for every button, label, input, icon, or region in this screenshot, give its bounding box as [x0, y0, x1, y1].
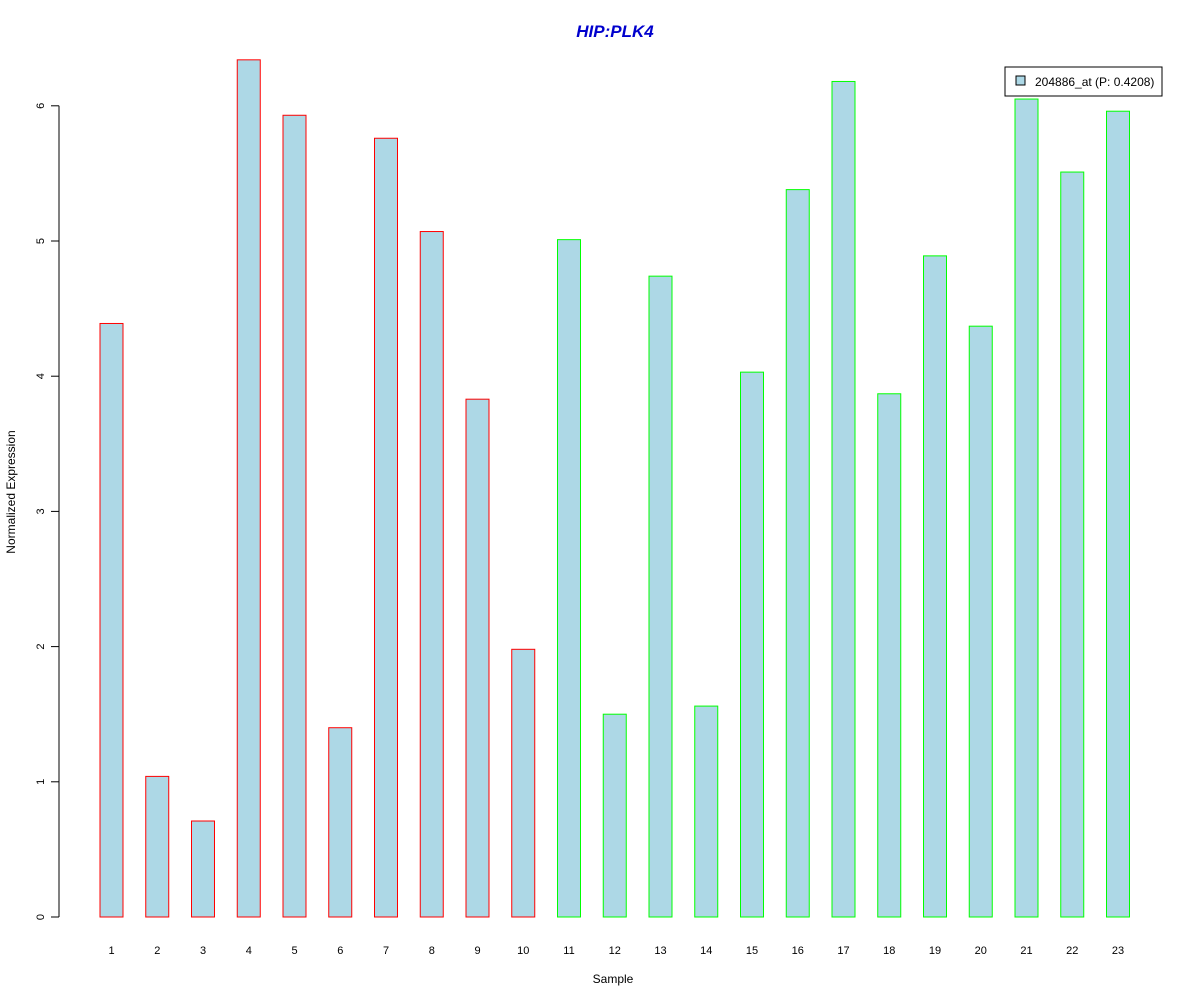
x-tick-label: 21 — [1020, 945, 1032, 957]
bar — [511, 648, 536, 918]
bar — [785, 189, 810, 918]
x-tick-label: 22 — [1066, 945, 1078, 957]
y-tick-label: 0 — [35, 914, 47, 920]
y-tick-label: 2 — [35, 644, 47, 650]
x-tick-label: 2 — [154, 945, 160, 957]
x-tick-label: 20 — [975, 945, 987, 957]
x-tick-label: 11 — [563, 945, 574, 957]
bar — [99, 322, 124, 918]
bar — [968, 325, 993, 918]
x-tick-label: 6 — [337, 945, 343, 957]
x-tick-label: 13 — [654, 945, 666, 957]
x-tick-label: 18 — [883, 945, 895, 957]
x-tick-label: 23 — [1112, 945, 1124, 957]
x-tick-label: 3 — [200, 945, 206, 957]
x-tick-label: 7 — [383, 945, 389, 957]
x-tick-label: 14 — [700, 945, 712, 957]
x-tick-label: 17 — [837, 945, 849, 957]
y-tick-label: 6 — [35, 103, 47, 109]
bar — [1106, 110, 1130, 918]
bar — [923, 255, 947, 918]
bar — [694, 705, 719, 918]
y-tick-label: 4 — [35, 373, 47, 379]
x-tick-label: 12 — [609, 945, 621, 957]
x-tick-label: 1 — [108, 945, 114, 957]
bar — [191, 820, 215, 918]
legend-box — [1004, 66, 1163, 97]
x-tick-label: 9 — [474, 945, 480, 957]
bar — [602, 713, 627, 918]
legend: 204886_at (P: 0.4208) — [1004, 66, 1163, 97]
bar — [374, 137, 398, 918]
bar — [1060, 171, 1085, 918]
chart-title: HIP:PLK4 — [576, 22, 654, 41]
y-tick-label: 1 — [35, 779, 47, 785]
bar — [557, 239, 581, 918]
y-tick-label: 5 — [35, 238, 47, 244]
x-tick-label: 19 — [929, 945, 941, 957]
bar — [831, 80, 856, 918]
x-tick-label: 5 — [291, 945, 297, 957]
x-tick-label: 16 — [792, 945, 804, 957]
bar — [282, 114, 307, 918]
bar — [648, 275, 673, 918]
bar — [465, 398, 490, 918]
bar — [236, 59, 261, 918]
legend-swatch — [1015, 75, 1026, 86]
x-axis-title: Sample — [593, 972, 634, 986]
x-tick-label: 8 — [429, 945, 435, 957]
y-axis-title: Normalized Expression — [4, 430, 18, 553]
bars — [99, 59, 1130, 918]
bar — [145, 775, 170, 918]
bar — [1014, 98, 1039, 918]
bar — [328, 727, 353, 918]
legend-label: 204886_at (P: 0.4208) — [1035, 75, 1154, 89]
x-tick-label: 10 — [517, 945, 529, 957]
bar — [740, 371, 764, 918]
bar — [877, 393, 902, 918]
y-tick-label: 3 — [35, 508, 47, 514]
x-tick-label: 4 — [246, 945, 252, 957]
bar — [419, 231, 444, 918]
x-tick-labels: 1 2 3 4 5 6 7 8 9 10 11 12 13 14 15 16 17 18 19 20 21 22 23 — [108, 945, 1124, 957]
x-tick-label: 15 — [746, 945, 758, 957]
y-axis: 0 1 2 3 4 5 6 — [35, 103, 60, 920]
